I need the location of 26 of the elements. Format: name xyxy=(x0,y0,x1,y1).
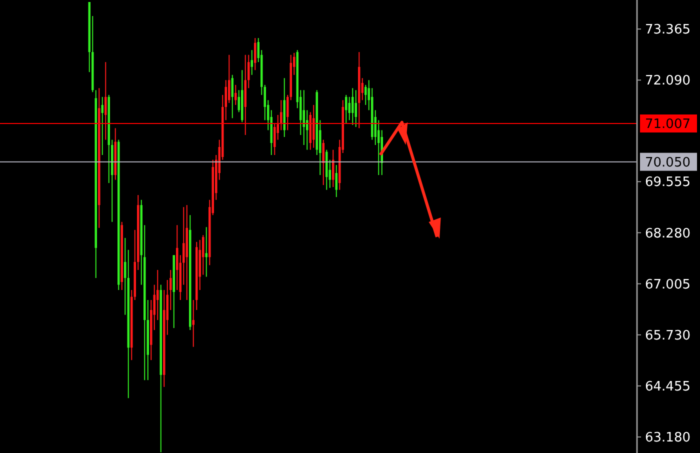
candlestick xyxy=(104,62,107,140)
candlestick xyxy=(250,50,254,76)
candlestick xyxy=(231,74,234,119)
candlestick xyxy=(234,84,237,106)
y-tick-label: 73.365 xyxy=(645,22,690,38)
candlestick xyxy=(205,226,208,278)
y-tick-label: 72.090 xyxy=(645,74,690,89)
y-tick-label: 65.730 xyxy=(645,328,690,344)
candlestick xyxy=(344,94,348,124)
candlestick xyxy=(348,96,351,121)
candlestick xyxy=(254,38,256,71)
candlestick xyxy=(332,149,334,188)
candlestick xyxy=(335,164,338,198)
y-tick-label: 68.280 xyxy=(645,226,690,242)
y-tick-label: 69.555 xyxy=(645,175,690,190)
candlestick xyxy=(312,104,315,148)
candlestick xyxy=(354,90,358,128)
candlestick xyxy=(101,96,104,156)
y-tick-label: 67.005 xyxy=(645,277,690,292)
y-tick-label: 63.180 xyxy=(645,430,690,446)
candlestick xyxy=(351,88,354,126)
y-tick-label: 64.455 xyxy=(645,379,690,394)
candlestick xyxy=(322,139,325,186)
ref-line-label: 71.007 xyxy=(645,117,690,132)
candlestick xyxy=(192,299,195,348)
ref-line-label: 70.050 xyxy=(645,155,690,170)
